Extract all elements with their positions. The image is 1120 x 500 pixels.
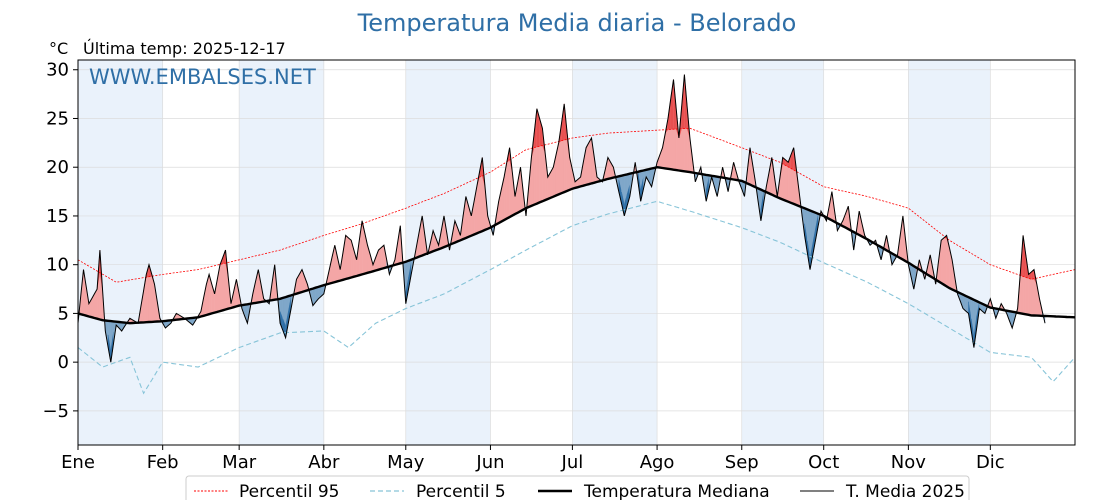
fill-above-median — [378, 247, 382, 270]
x-tick-label-ago: Ago — [640, 452, 675, 473]
x-tick-label-sep: Sep — [725, 452, 759, 473]
y-tick-label-10: 10 — [46, 255, 69, 276]
legend-t-media-2025-label: T. Media 2025 — [845, 482, 965, 500]
fill-above-median — [219, 257, 223, 312]
anomaly-fills — [77, 74, 1046, 363]
x-tick-label-abr: Abr — [308, 452, 340, 473]
month-band-mar — [239, 60, 324, 445]
x-tick-label-feb: Feb — [147, 452, 179, 473]
x-tick-label-mar: Mar — [222, 452, 257, 473]
legend-percentil-5-label: Percentil 5 — [416, 482, 506, 500]
x-tick-label-jul: Jul — [561, 452, 584, 473]
fill-above-median — [943, 234, 947, 287]
month-band-ene — [78, 60, 163, 445]
series-temperatura-mediana-line — [77, 165, 1076, 325]
watermark: WWW.EMBALSES.NET — [89, 65, 316, 89]
fill-above-median — [585, 142, 589, 186]
month-band-jul — [572, 60, 658, 445]
x-tick-label-oct: Oct — [808, 452, 839, 473]
x-tick-label-nov: Nov — [891, 452, 926, 473]
y-tick-label-30: 30 — [46, 60, 69, 81]
fill-above-median — [348, 237, 352, 279]
x-tick-label-may: May — [387, 452, 425, 473]
series-t-media-2025-line — [77, 74, 1046, 363]
legend-temperatura-mediana-label: Temperatura Mediana — [583, 482, 770, 500]
unit-label: °C — [49, 39, 68, 58]
month-bands — [78, 60, 991, 445]
y-tick-label-0: 0 — [58, 352, 69, 373]
y-tick-label-20: 20 — [46, 157, 69, 178]
x-axis-ticks: Ene Feb Mar Abr May Jun Jul Ago Sep Oct Nov Dic — [61, 445, 1005, 473]
y-axis-ticks: 30 25 20 15 10 5 0 −5 — [42, 60, 78, 422]
y-tick-label-5: 5 — [58, 303, 69, 324]
legend-percentil-95-label: Percentil 95 — [239, 482, 339, 500]
x-tick-label-ene: Ene — [61, 452, 95, 473]
fill-above-median — [940, 237, 945, 286]
plot-frame — [77, 59, 1076, 446]
last-temp-label: Última temp: 2025-12-17 — [83, 39, 286, 58]
x-tick-label-dic: Dic — [976, 452, 1005, 473]
y-tick-label--5: −5 — [42, 401, 69, 422]
series-percentil-5-line — [77, 200, 1076, 395]
fill-above-median — [380, 244, 385, 270]
y-tick-label-15: 15 — [46, 206, 69, 227]
series-percentil-95-line — [77, 127, 1076, 283]
chart-title: Temperatura Media diaria - Belorado — [357, 9, 797, 37]
y-tick-label-25: 25 — [46, 108, 69, 129]
x-tick-label-jun: Jun — [475, 452, 504, 473]
legend: Percentil 95 Percentil 5 Temperatura Med… — [185, 475, 970, 500]
fill-above-median — [345, 234, 349, 280]
fill-above-median — [588, 137, 592, 185]
